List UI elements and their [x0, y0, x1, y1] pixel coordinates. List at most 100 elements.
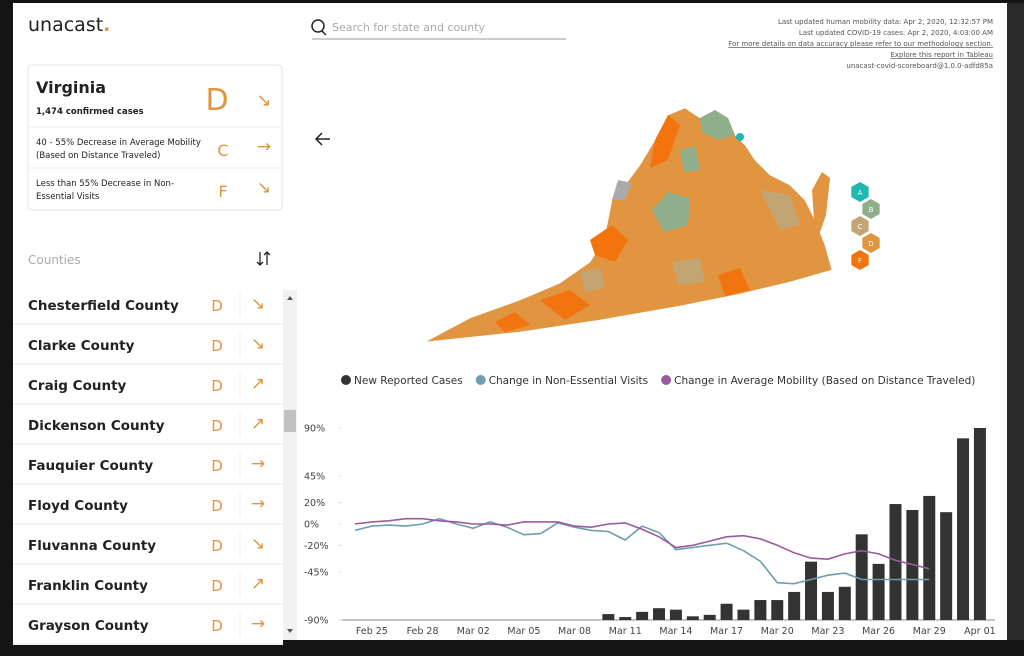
county-region — [590, 225, 628, 262]
bar — [805, 561, 818, 620]
search-input[interactable]: Search for state and county — [332, 21, 485, 34]
county-name: Franklin County — [28, 578, 148, 594]
county-region — [700, 110, 735, 140]
bar — [737, 609, 750, 620]
county-row[interactable]: Clarke County D ↘ — [13, 325, 283, 365]
scroll-down[interactable] — [287, 629, 293, 633]
legend-swatch — [341, 375, 351, 385]
county-name: Fauquier County — [28, 458, 153, 474]
scrollbar-thumb[interactable] — [284, 410, 296, 432]
y-tick-label: -45% — [304, 568, 329, 579]
county-region — [652, 192, 690, 232]
county-trend: ↗ — [251, 414, 265, 434]
sort-button[interactable] — [256, 251, 271, 266]
legend-grade: F — [858, 257, 862, 265]
x-tick-label: Mar 17 — [710, 626, 743, 637]
row-background — [13, 405, 283, 445]
county-grade: D — [211, 497, 223, 515]
x-tick-label: Mar 20 — [761, 626, 794, 637]
county-row[interactable]: Craig County D ↗ — [13, 365, 283, 405]
bar — [720, 603, 733, 620]
county-row[interactable]: Grayson County D → — [13, 605, 283, 645]
county-row[interactable]: Fluvanna County D ↘ — [13, 525, 283, 565]
county-row[interactable]: Fauquier County D → — [13, 445, 283, 485]
county-grade: D — [211, 337, 223, 355]
county-grade: D — [211, 577, 223, 595]
bar — [838, 586, 851, 620]
bar — [855, 534, 868, 620]
county-region — [580, 268, 605, 292]
bar — [703, 614, 716, 620]
legend-hex — [851, 250, 869, 270]
county-grade: D — [211, 457, 223, 475]
x-tick-label: Mar 29 — [913, 626, 946, 637]
county-region — [718, 268, 750, 296]
county-trend: → — [251, 454, 265, 474]
state-name: Virginia — [36, 78, 106, 97]
county-region — [736, 133, 744, 141]
county-name: Craig County — [28, 378, 127, 394]
county-name: Floyd County — [28, 498, 128, 514]
legend-grade: D — [868, 240, 873, 248]
bar — [669, 609, 682, 620]
county-trend: → — [251, 494, 265, 514]
y-tick-label: 45% — [304, 472, 325, 483]
county-grade: D — [211, 377, 223, 395]
x-tick-label: Mar 05 — [507, 626, 540, 637]
bar — [771, 600, 784, 620]
county-trend: ↘ — [251, 294, 265, 314]
map — [424, 107, 833, 343]
bar — [788, 591, 801, 620]
county-trend: ↗ — [251, 374, 265, 394]
map-legend: A B C D F — [851, 182, 880, 270]
county-region — [650, 115, 680, 168]
sort-icon — [263, 251, 271, 265]
bar — [754, 600, 767, 620]
county-row[interactable]: Dickenson County D ↗ — [13, 405, 283, 445]
metric-label: Essential Visits — [36, 192, 100, 202]
bar — [940, 512, 953, 620]
scroll-up[interactable] — [287, 296, 293, 300]
legend-grade: B — [869, 206, 874, 214]
metric-trend: → — [257, 137, 271, 157]
legend-label: New Reported Cases — [354, 375, 463, 387]
county-region — [612, 180, 632, 200]
legend-swatch — [661, 375, 672, 385]
bar — [653, 608, 666, 620]
legend-grade: A — [858, 189, 863, 197]
metric-label: (Based on Distance Traveled) — [36, 151, 160, 161]
bar — [821, 591, 834, 620]
sort-icon — [256, 252, 264, 266]
row-background — [13, 445, 283, 485]
info-link: For more details on data accuracy please… — [728, 40, 993, 48]
bar — [923, 495, 936, 620]
county-region — [495, 312, 530, 332]
county-region — [672, 258, 705, 285]
info-link: Explore this report in Tableau — [890, 51, 993, 59]
legend-swatch — [475, 375, 486, 385]
y-tick-label: 90% — [304, 424, 325, 435]
county-region — [540, 290, 590, 320]
county-list: Chesterfield County D ↘ Clarke County D ↘ Crai… — [13, 285, 283, 645]
metric-label: Less than 55% Decrease in Non- — [36, 179, 174, 189]
county-row[interactable]: Franklin County D ↗ — [13, 565, 283, 605]
row-background — [13, 325, 283, 365]
row-background — [13, 365, 283, 405]
bar — [889, 504, 902, 620]
y-tick-label: -90% — [304, 616, 329, 627]
legend-label: Change in Average Mobility (Based on Dis… — [674, 375, 975, 387]
bar — [872, 563, 885, 620]
bar — [602, 614, 615, 620]
info-text: unacast-covid-scoreboard@1.0.0-adfd85a — [846, 62, 993, 70]
row-background — [13, 565, 283, 605]
county-row[interactable]: Floyd County D → — [13, 485, 283, 525]
county-region — [680, 146, 700, 172]
info-text: Last updated COVID-19 cases: Apr 2, 2020… — [799, 29, 993, 37]
state-cases: 1,474 confirmed cases — [36, 107, 144, 117]
y-tick-label: 0% — [304, 520, 319, 531]
back-button[interactable] — [314, 132, 330, 146]
county-row[interactable]: Chesterfield County D ↘ — [13, 285, 283, 325]
scrollbar-track — [283, 290, 297, 640]
county-trend: → — [251, 614, 265, 634]
search-icon[interactable] — [311, 19, 325, 33]
